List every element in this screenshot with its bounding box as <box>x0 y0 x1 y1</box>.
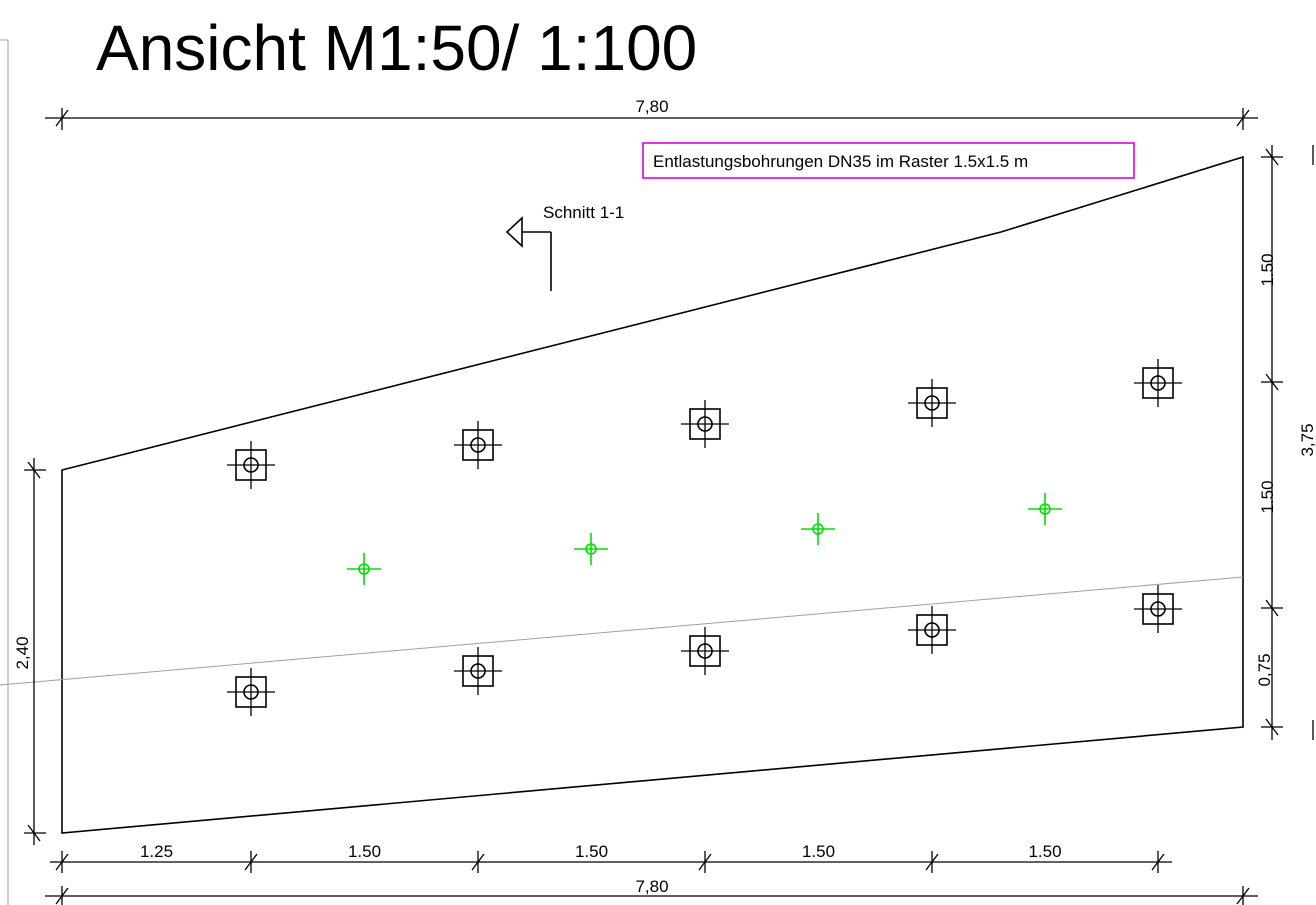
square-anchor-icon <box>681 627 729 675</box>
square-anchor-icon <box>454 647 502 695</box>
right-total-dimension: 3,75 <box>1298 145 1316 740</box>
green-bore-icon <box>347 553 381 585</box>
reference-line <box>0 576 1244 686</box>
wall-outline <box>61 155 1244 834</box>
bottom-segment-label: 1.50 <box>348 842 381 861</box>
left-height-label: 2,40 <box>13 636 32 669</box>
bottom-segment-dimension: 1.25 1.50 1.50 1.50 1.50 <box>50 842 1172 873</box>
note-text: Entlastungsbohrungen DN35 im Raster 1.5x… <box>653 152 1028 171</box>
square-anchor-icon <box>227 668 275 716</box>
bottom-segment-label: 1.50 <box>575 842 608 861</box>
square-anchor-icon <box>908 379 956 427</box>
right-dimension: 1.50 1.50 0,75 <box>1255 145 1283 740</box>
green-bore-icon <box>574 533 608 565</box>
green-bore-icon <box>1028 493 1062 525</box>
section-arrow-icon: Schnitt 1-1 <box>505 203 624 291</box>
bottom-segment-label: 1.50 <box>1028 842 1061 861</box>
anchor-group <box>227 359 1182 716</box>
note-box: Entlastungsbohrungen DN35 im Raster 1.5x… <box>642 142 1135 179</box>
drawing-title: Ansicht M1:50/ 1:100 <box>96 12 697 84</box>
left-dimension: 2,40 <box>13 458 46 845</box>
top-total-label: 7,80 <box>635 97 668 116</box>
square-anchor-icon <box>1134 585 1182 633</box>
square-anchor-icon <box>681 400 729 448</box>
square-anchor-icon <box>1134 359 1182 407</box>
green-bore-icon <box>801 513 835 545</box>
right-seg-2-label: 1.50 <box>1258 480 1277 513</box>
bottom-total-dimension: 7,80 <box>45 877 1258 905</box>
right-total-label: 3,75 <box>1298 423 1316 456</box>
section-label: Schnitt 1-1 <box>543 203 624 222</box>
bottom-segment-label: 1.50 <box>802 842 835 861</box>
bottom-segment-label: 1.25 <box>140 842 173 861</box>
bore-group <box>347 493 1062 585</box>
square-anchor-icon <box>227 441 275 489</box>
top-dimension: 7,80 <box>45 97 1258 130</box>
right-seg-3-label: 0,75 <box>1255 653 1274 686</box>
right-seg-1-label: 1.50 <box>1258 253 1277 286</box>
square-anchor-icon <box>908 606 956 654</box>
bottom-total-label: 7,80 <box>635 877 668 896</box>
square-anchor-icon <box>454 421 502 469</box>
